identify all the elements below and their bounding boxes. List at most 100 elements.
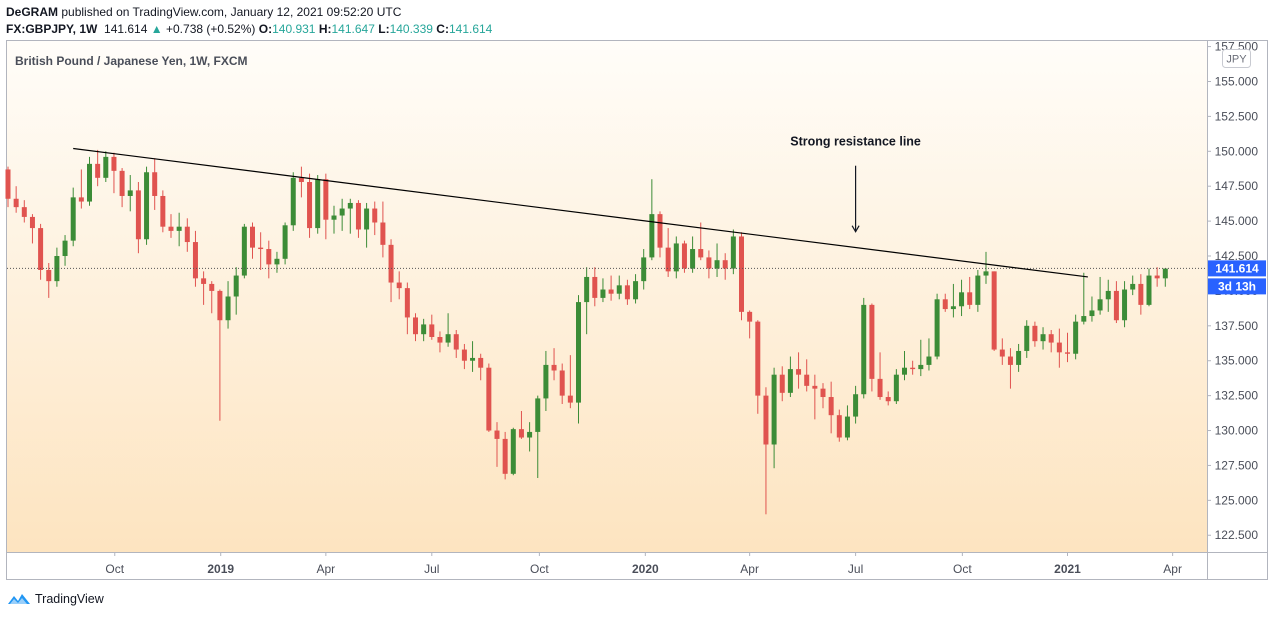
candle[interactable] (127, 175, 133, 212)
candle[interactable] (567, 355, 573, 409)
candle[interactable] (747, 310, 753, 339)
candle[interactable] (926, 338, 932, 371)
candle[interactable] (592, 267, 598, 307)
candle[interactable] (258, 232, 264, 270)
candle[interactable] (421, 318, 427, 342)
candle[interactable] (461, 343, 467, 370)
candle[interactable] (755, 320, 761, 414)
candle[interactable] (600, 278, 606, 303)
candle[interactable] (681, 240, 687, 273)
candle[interactable] (804, 359, 810, 392)
candle[interactable] (331, 205, 337, 234)
candle[interactable] (282, 222, 288, 265)
candle[interactable] (1130, 275, 1136, 296)
candle[interactable] (608, 275, 614, 301)
candle[interactable] (706, 250, 712, 279)
candle[interactable] (364, 202, 370, 248)
candle[interactable] (95, 149, 101, 187)
candle[interactable] (1081, 272, 1087, 325)
candle[interactable] (404, 282, 410, 335)
candle[interactable] (902, 350, 907, 381)
candle[interactable] (551, 348, 557, 381)
candle[interactable] (1162, 268, 1168, 287)
candle[interactable] (201, 271, 207, 305)
candle[interactable] (250, 222, 255, 259)
candle[interactable] (445, 313, 451, 347)
candle[interactable] (70, 187, 76, 247)
candle[interactable] (111, 152, 117, 194)
candle[interactable] (690, 236, 696, 273)
candle[interactable] (787, 356, 793, 398)
candle[interactable] (38, 223, 44, 280)
candle[interactable] (812, 374, 818, 420)
candle[interactable] (1097, 276, 1103, 315)
candle[interactable] (510, 427, 516, 476)
candle[interactable] (307, 173, 313, 238)
candle[interactable] (429, 314, 435, 340)
candle[interactable] (576, 295, 581, 424)
candle[interactable] (233, 267, 239, 315)
candle[interactable] (315, 175, 321, 234)
candle[interactable] (1105, 279, 1111, 312)
candle[interactable] (46, 262, 52, 298)
candle[interactable] (413, 313, 418, 342)
candle[interactable] (763, 387, 769, 515)
candle[interactable] (5, 166, 11, 208)
candle[interactable] (298, 166, 304, 198)
candle[interactable] (633, 274, 639, 304)
candle[interactable] (1016, 343, 1022, 372)
candle[interactable] (347, 198, 353, 234)
candle[interactable] (584, 267, 590, 335)
candle[interactable] (796, 352, 802, 389)
candle[interactable] (266, 240, 272, 279)
candle[interactable] (209, 281, 215, 314)
candle[interactable] (453, 330, 459, 358)
candle[interactable] (1056, 328, 1062, 368)
candle[interactable] (853, 385, 859, 424)
candle[interactable] (844, 405, 850, 441)
candle[interactable] (624, 279, 630, 305)
candle[interactable] (1146, 268, 1152, 307)
candle[interactable] (388, 239, 394, 303)
candle[interactable] (184, 218, 190, 252)
candle[interactable] (1138, 274, 1144, 315)
candle[interactable] (877, 352, 883, 400)
candle[interactable] (739, 232, 744, 321)
candle[interactable] (241, 223, 247, 279)
candle[interactable] (518, 410, 524, 439)
candle[interactable] (893, 369, 899, 405)
candle[interactable] (176, 212, 182, 247)
candle[interactable] (54, 247, 60, 287)
candle[interactable] (486, 363, 492, 432)
candle[interactable] (942, 293, 948, 312)
candle[interactable] (1065, 332, 1070, 363)
candle[interactable] (820, 383, 826, 409)
candle[interactable] (217, 289, 223, 421)
candle[interactable] (828, 381, 834, 434)
candle[interactable] (152, 158, 158, 210)
candle[interactable] (103, 151, 109, 183)
candle[interactable] (1032, 321, 1038, 347)
candle[interactable] (950, 283, 956, 318)
candle[interactable] (543, 350, 549, 411)
candle[interactable] (1089, 296, 1095, 322)
candle[interactable] (983, 251, 989, 284)
candle[interactable] (975, 269, 981, 312)
candle[interactable] (616, 275, 622, 300)
candle[interactable] (1154, 267, 1160, 287)
candle[interactable] (290, 172, 296, 231)
candle[interactable] (1113, 281, 1119, 324)
candle[interactable] (62, 235, 68, 266)
candle[interactable] (657, 211, 663, 258)
candle[interactable] (478, 353, 484, 381)
candle[interactable] (502, 431, 508, 480)
candle[interactable] (991, 271, 997, 351)
candle[interactable] (470, 341, 476, 372)
candle[interactable] (380, 201, 386, 258)
candle[interactable] (372, 201, 378, 236)
candle[interactable] (535, 395, 541, 479)
candle[interactable] (722, 253, 728, 280)
candle[interactable] (527, 422, 533, 452)
candle[interactable] (771, 367, 777, 469)
